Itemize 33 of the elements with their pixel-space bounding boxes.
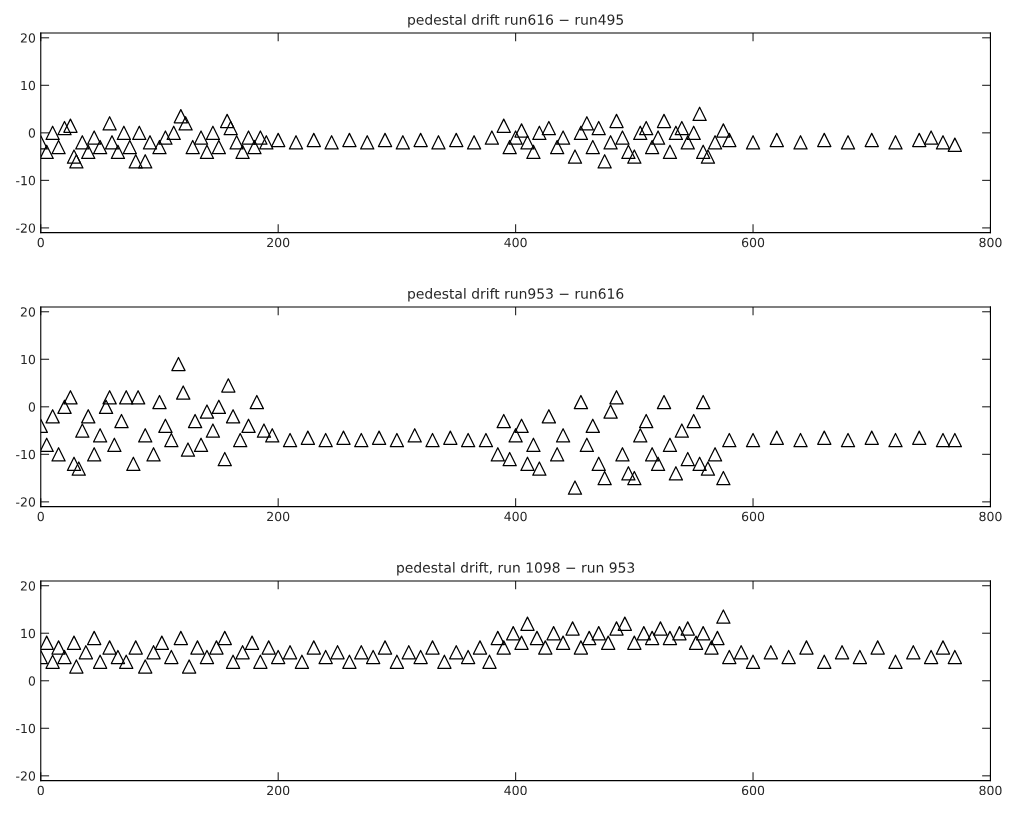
y-tick-label: 0 (28, 676, 36, 686)
y-tick-label: 20 (20, 307, 36, 317)
y-tick-label: -10 (16, 175, 36, 186)
x-tick-label: 600 (741, 237, 765, 248)
y-tick-label: 10 (21, 80, 36, 91)
x-tick-label: 0 (37, 511, 44, 522)
y-tick-label: -20 (16, 771, 36, 781)
x-tick-label: 600 (741, 511, 765, 522)
y-tick-label: 10 (21, 354, 36, 365)
x-tick-label: 0 (37, 785, 44, 796)
x-tick-label: 400 (504, 237, 527, 248)
chart-title: pedestal drift, run 1098 − run 953 (397, 562, 635, 576)
chart-title: pedestal drift run953 − run616 (408, 288, 624, 302)
y-tick-label: -20 (16, 223, 36, 233)
y-tick-label: -10 (16, 723, 36, 734)
y-tick-label: 20 (20, 33, 36, 43)
y-tick-label: 10 (21, 628, 36, 639)
y-tick-label: -10 (16, 449, 36, 460)
x-tick-label: 400 (504, 511, 527, 522)
x-tick-label: 200 (267, 237, 290, 248)
x-tick-label: 800 (979, 237, 1002, 248)
x-tick-label: 200 (267, 785, 290, 796)
x-tick-label: 400 (504, 785, 527, 796)
x-tick-label: 800 (979, 785, 1002, 796)
y-tick-label: 0 (28, 402, 36, 412)
x-tick-label: 0 (37, 237, 44, 248)
x-tick-label: 600 (741, 785, 765, 796)
x-tick-label: 800 (979, 511, 1002, 522)
y-tick-label: 0 (28, 128, 36, 138)
y-tick-label: 20 (20, 581, 36, 591)
x-tick-label: 200 (267, 511, 290, 522)
y-tick-label: -20 (16, 497, 36, 507)
chart-title: pedestal drift run616 − run495 (408, 14, 623, 28)
